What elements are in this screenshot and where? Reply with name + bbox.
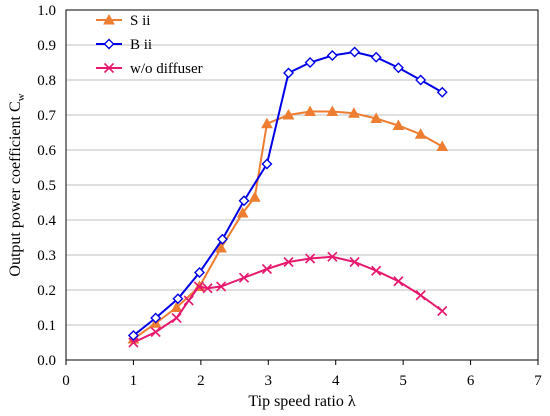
- series-2: [128, 251, 448, 348]
- y-axis-label: Output power coefficient Cw: [7, 93, 27, 276]
- data-point: [248, 191, 261, 202]
- legend-marker: [103, 62, 115, 74]
- data-point: [392, 119, 405, 130]
- data-point: [436, 140, 449, 151]
- data-point: [304, 57, 316, 68]
- data-point: [128, 337, 139, 348]
- data-point: [392, 62, 404, 74]
- data-point: [349, 256, 360, 268]
- plot-frame: [65, 9, 539, 361]
- legend: S ii B ii w/o diffuser: [96, 13, 203, 77]
- x-tick-label: 5: [399, 373, 407, 389]
- x-axis-ticks: 0 1 2 3 4 5 6 7: [62, 360, 542, 389]
- data-point: [436, 86, 448, 98]
- data-point: [283, 256, 294, 268]
- data-point: [216, 281, 227, 292]
- data-point: [393, 276, 404, 287]
- y-tick-label: 0.6: [37, 143, 56, 159]
- data-point: [236, 206, 249, 218]
- data-point: [150, 312, 162, 324]
- y-tick-label: 0.4: [37, 213, 56, 229]
- legend-marker: [103, 13, 115, 25]
- y-tick-label: 0.8: [37, 73, 56, 89]
- y-tick-label: 0.7: [37, 108, 56, 124]
- data-point: [370, 51, 382, 63]
- data-point: [326, 50, 338, 61]
- data-point: [202, 283, 213, 294]
- x-tick-label: 2: [197, 373, 205, 389]
- y-tick-label: 0.9: [37, 38, 56, 54]
- legend-label: S ii: [130, 13, 150, 29]
- data-point: [283, 67, 295, 79]
- y-tick-label: 0.3: [37, 248, 56, 264]
- x-tick-label: 7: [534, 373, 542, 389]
- x-tick-label: 3: [265, 373, 273, 389]
- data-point: [304, 105, 316, 116]
- data-point: [282, 108, 295, 120]
- y-axis-label-main: Output power coefficient C: [7, 101, 24, 276]
- data-point: [370, 112, 383, 123]
- data-point: [183, 295, 194, 306]
- y-axis-ticks: 0.0 0.1 0.2 0.3 0.4 0.5 0.6 0.7 0.8 0.9 1.0: [37, 3, 56, 369]
- y-tick-label: 1.0: [37, 3, 56, 19]
- series-1: [127, 46, 448, 341]
- data-point: [261, 263, 273, 275]
- data-point: [215, 241, 227, 253]
- data-point: [170, 301, 183, 312]
- legend-label: B ii: [130, 37, 152, 53]
- y-tick-label: 0.0: [37, 353, 56, 369]
- data-point: [414, 128, 427, 139]
- data-point: [371, 265, 382, 276]
- data-point: [172, 293, 184, 305]
- x-tick-label: 6: [467, 373, 475, 389]
- data-point: [348, 107, 360, 118]
- y-tick-label: 0.2: [37, 283, 56, 299]
- x-tick-label: 4: [332, 373, 340, 389]
- x-tick-label: 0: [62, 373, 70, 389]
- y-tick-label: 0.5: [37, 178, 56, 194]
- grid-lines: [66, 44, 538, 326]
- series-0: [127, 105, 449, 344]
- data-point: [305, 253, 316, 264]
- data-point: [349, 46, 361, 58]
- x-axis-label: Tip speed ratio λ: [248, 393, 355, 410]
- series-line: [132, 50, 443, 337]
- y-tick-label: 0.1: [37, 318, 56, 334]
- data-point: [261, 158, 273, 170]
- data-point: [327, 251, 338, 262]
- data-point: [415, 290, 426, 301]
- data-point: [171, 312, 182, 324]
- data-point: [216, 233, 228, 245]
- series-layer: [127, 46, 449, 348]
- data-point: [415, 74, 427, 86]
- data-point: [326, 105, 339, 116]
- series-line: [132, 110, 443, 340]
- data-point: [238, 195, 250, 207]
- data-point: [194, 267, 205, 278]
- data-point: [193, 281, 204, 292]
- data-point: [437, 305, 448, 317]
- data-point: [127, 330, 139, 341]
- legend-label: w/o diffuser: [130, 61, 203, 77]
- data-point: [238, 272, 250, 283]
- y-axis-label-subscript: w: [15, 93, 27, 101]
- data-point: [261, 117, 273, 129]
- data-point: [150, 326, 161, 338]
- x-tick-label: 1: [130, 373, 138, 389]
- legend-marker: [103, 38, 115, 50]
